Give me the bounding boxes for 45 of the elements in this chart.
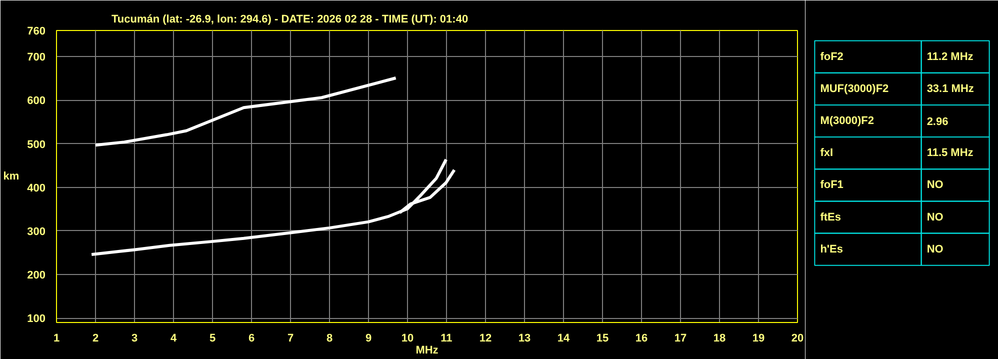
x-tick-label: 6 <box>248 332 255 344</box>
x-tick-label: 18 <box>713 332 726 344</box>
text: ftEs <box>820 211 841 224</box>
y-tick-label: 700 <box>27 52 46 64</box>
y-tick-label: 500 <box>27 138 46 151</box>
x-axis-title: MHz <box>416 344 439 356</box>
y-tick-label: 760 <box>27 26 46 38</box>
x-tick-label: 17 <box>674 332 687 344</box>
x-tick-label: 8 <box>326 332 333 344</box>
x-tick-label: 5 <box>209 332 216 344</box>
x-tick-label: 14 <box>557 332 570 344</box>
text: h'Es <box>820 243 843 256</box>
x-tick-label: 13 <box>518 332 531 344</box>
x-tick-label: 3 <box>131 332 138 344</box>
x-tick-label: 20 <box>791 332 804 344</box>
y-tick-label: 200 <box>27 270 46 282</box>
y-tick-label: 600 <box>27 95 46 108</box>
x-tick-label: 15 <box>596 332 609 344</box>
y-tick-label: 300 <box>27 226 46 238</box>
x-tick-label: 2 <box>92 332 99 344</box>
y-axis-title: km <box>3 170 20 182</box>
chart-title: Tucumán (lat: -26.9, lon: 294.6) - DATE: 2026 02 28 - TIME (UT): 01:40 <box>112 14 468 26</box>
text: foF2 <box>820 50 844 63</box>
text: NO <box>926 243 944 256</box>
text: 33.1 MHz <box>926 82 974 95</box>
x-tick-label: 1 <box>53 332 60 344</box>
text: M(3000)F2 <box>820 114 874 127</box>
text: 2.96 <box>926 116 948 128</box>
x-tick-label: 19 <box>752 332 765 344</box>
x-tick-label: 11 <box>440 332 452 344</box>
y-tick-label: 100 <box>27 313 46 326</box>
text: fxI <box>820 147 834 160</box>
x-tick-label: 9 <box>365 332 372 344</box>
x-tick-label: 16 <box>635 332 648 344</box>
text: NO <box>926 211 944 224</box>
y-tick-label: 400 <box>27 182 46 194</box>
text: 11.5 MHz <box>926 147 974 160</box>
x-tick-label: 12 <box>479 332 492 344</box>
x-tick-label: 7 <box>287 332 294 344</box>
text: foF1 <box>820 179 844 192</box>
text: MUF(3000)F2 <box>820 82 889 95</box>
text: 11.2 MHz <box>926 50 974 63</box>
text: NO <box>926 179 944 192</box>
x-tick-label: 4 <box>170 332 178 344</box>
x-tick-label: 10 <box>401 332 414 344</box>
